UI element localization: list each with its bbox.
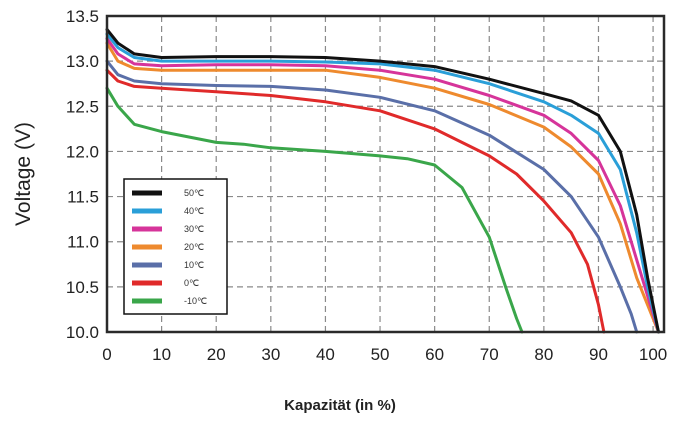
y-tick-label: 13.5 (66, 7, 99, 26)
x-axis-label: Kapazität (in %) (284, 397, 396, 414)
legend-label: -10℃ (184, 296, 207, 306)
y-tick-label: 12.0 (66, 142, 99, 161)
x-tick-label: 90 (589, 345, 608, 364)
x-tick-label: 100 (639, 345, 667, 364)
plot-frame (105, 14, 666, 334)
x-tick-label: 40 (316, 345, 335, 364)
x-tick-label: 10 (152, 345, 171, 364)
y-axis-label: Voltage (V) (12, 122, 35, 226)
x-tick-labels: 0 10 20 30 40 50 60 70 80 90 100 (102, 345, 667, 364)
x-tick-label: 60 (425, 345, 444, 364)
legend-label: 50℃ (184, 188, 204, 198)
y-tick-label: 12.5 (66, 97, 99, 116)
legend: 50℃ 40℃ 30℃ 20℃ 10℃ 0℃ -10℃ (123, 178, 228, 315)
y-tick-label: 11.0 (67, 233, 99, 252)
y-tick-label: 10.5 (66, 278, 99, 297)
y-tick-label: 11.5 (67, 188, 99, 207)
x-tick-label: 70 (480, 345, 499, 364)
series-line (105, 28, 660, 334)
legend-label: 10℃ (184, 260, 204, 270)
x-tick-label: 0 (102, 345, 111, 364)
legend-label: 0℃ (184, 278, 199, 288)
x-tick-label: 50 (371, 345, 390, 364)
y-tick-label: 13.0 (66, 52, 99, 71)
x-tick-label: 80 (534, 345, 553, 364)
series-line (105, 59, 639, 334)
y-tick-label: 10.0 (66, 323, 99, 342)
series-line (105, 68, 606, 334)
series-lines (105, 28, 660, 334)
series-line (105, 37, 660, 334)
series-line (105, 32, 660, 334)
series-line (105, 86, 524, 334)
x-tick-label: 20 (207, 345, 226, 364)
legend-label: 40℃ (184, 206, 204, 216)
series-line (105, 41, 660, 334)
legend-label: 20℃ (184, 242, 204, 252)
x-tick-label: 30 (261, 345, 280, 364)
y-tick-labels: 10.0 10.5 11.0 11.5 12.0 12.5 13.0 13.5 (66, 7, 99, 342)
legend-label: 30℃ (184, 224, 204, 234)
